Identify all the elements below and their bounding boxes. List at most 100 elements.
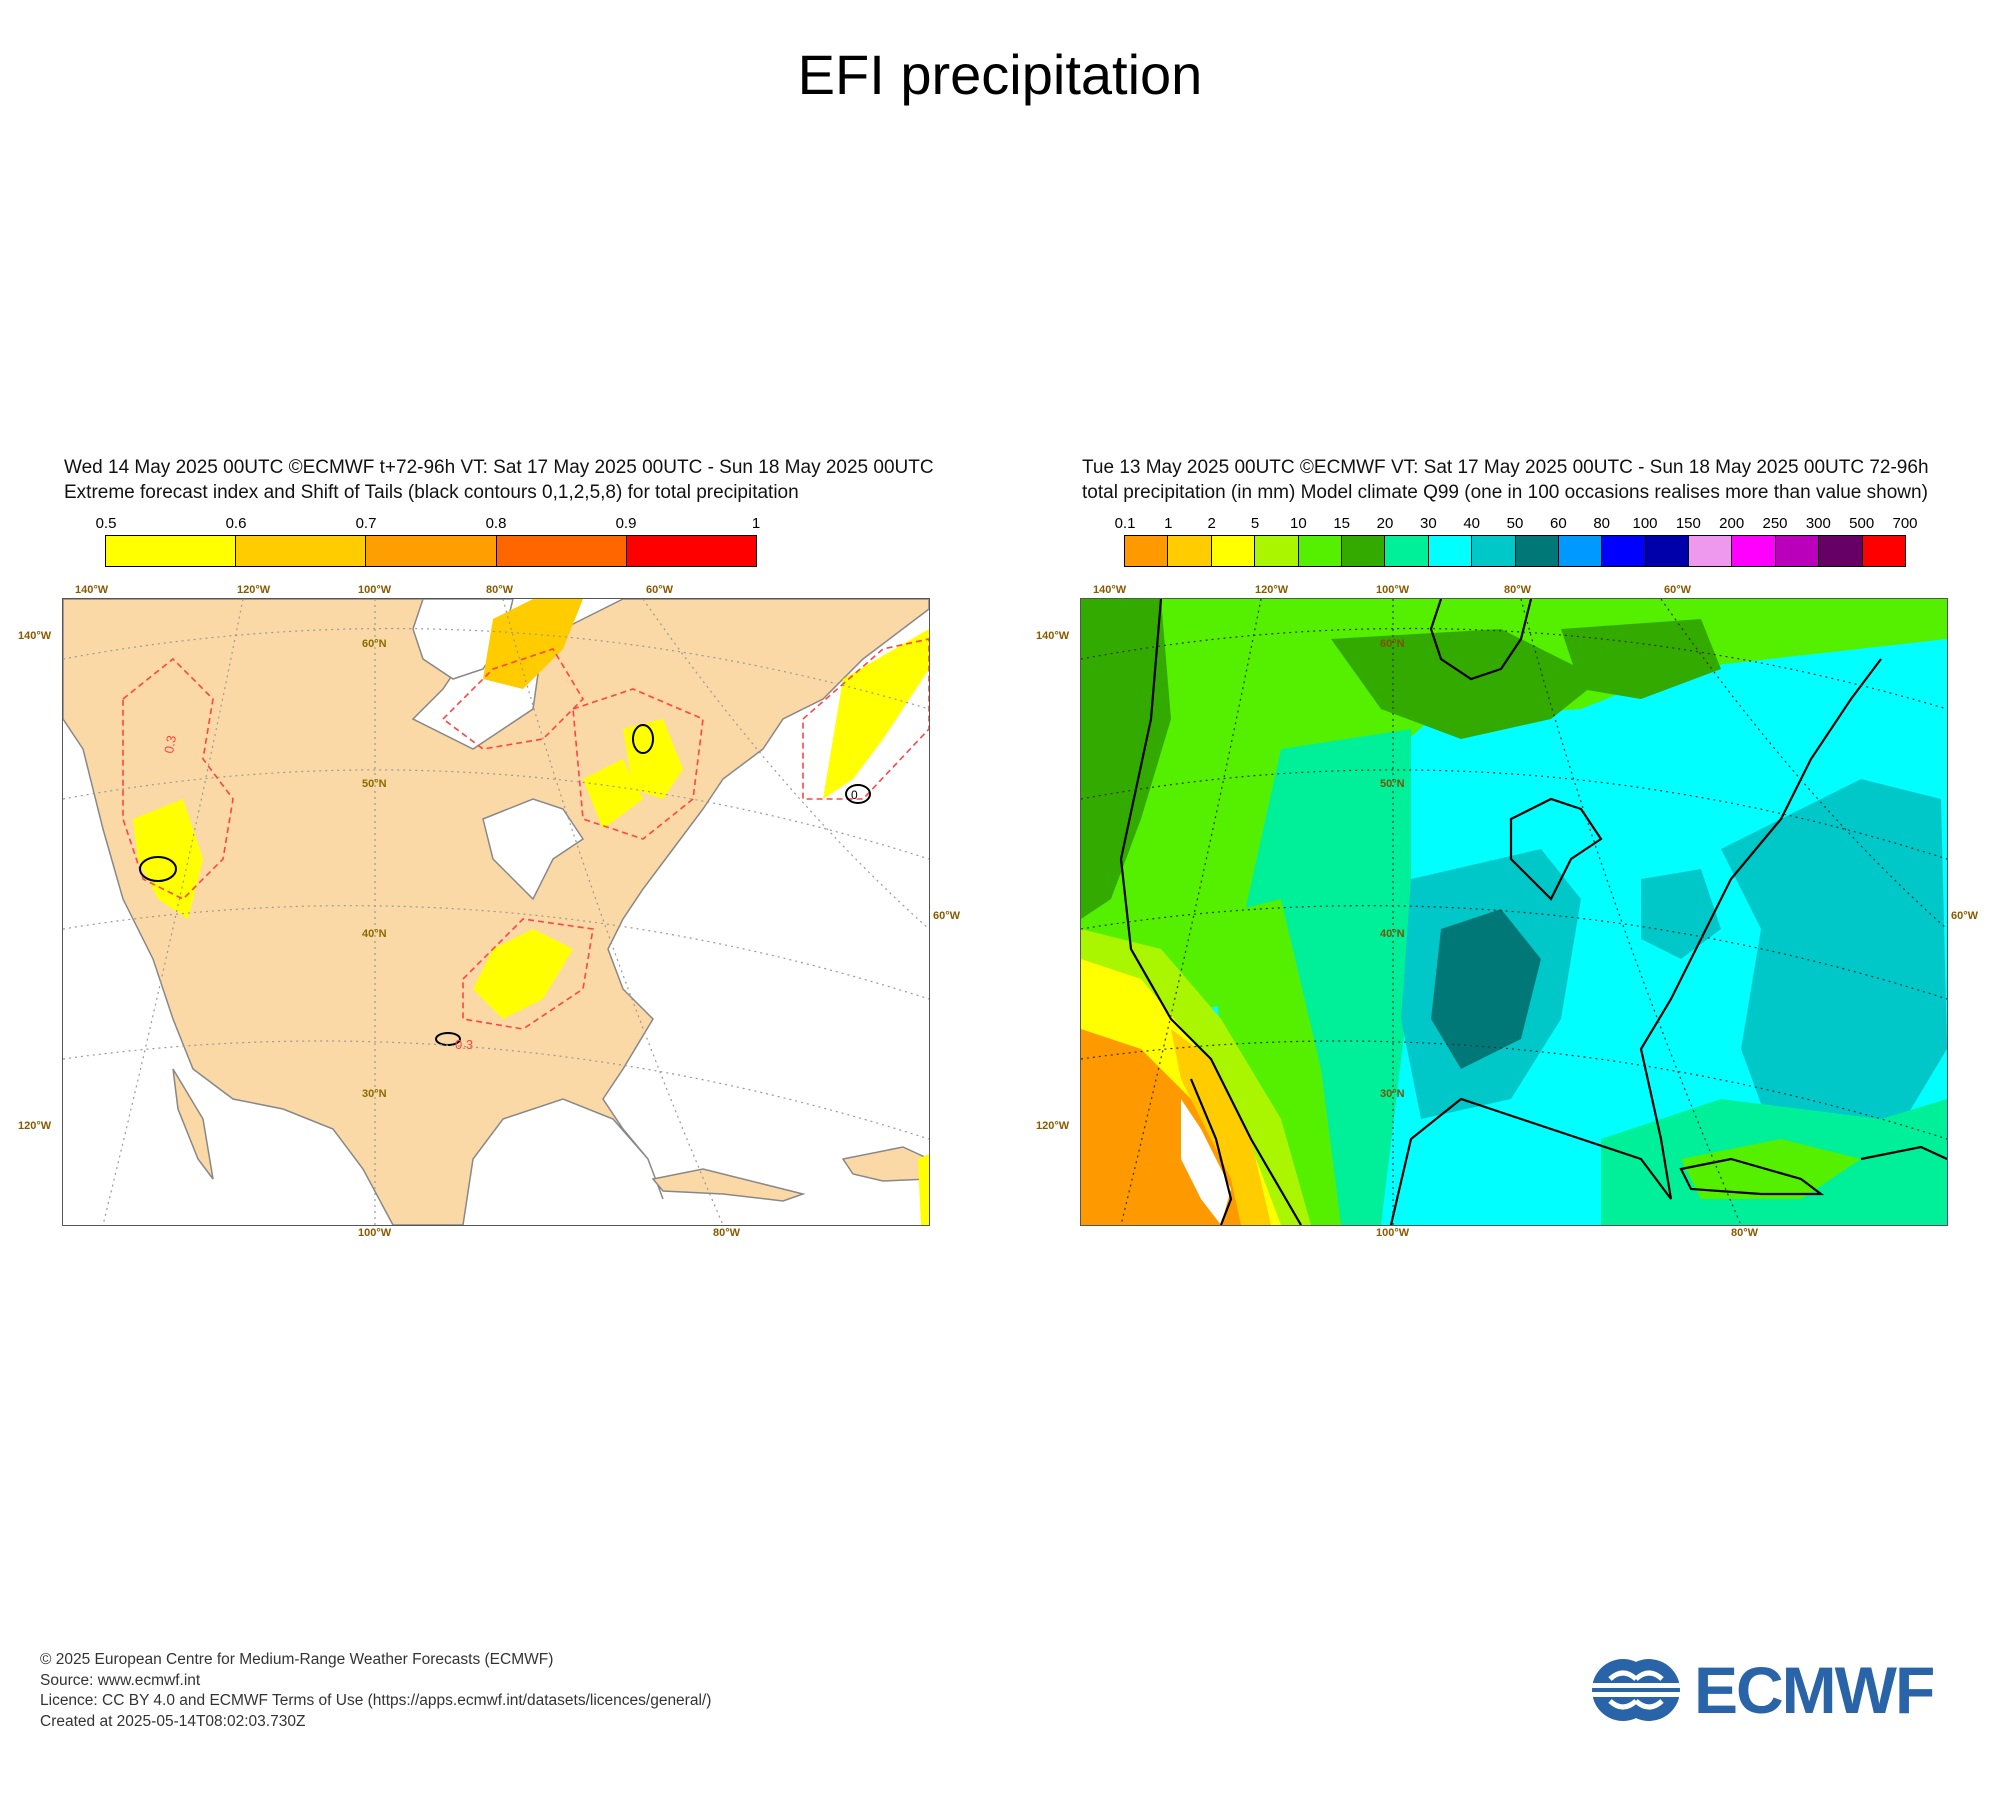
left-meridian-80 — [502, 599, 724, 1225]
right-panel-colorbar-label: 2 — [1207, 515, 1216, 532]
left-black-contour-1 — [139, 856, 177, 882]
left-contour-label-2: 0.3 — [455, 1037, 473, 1052]
left-side-60: 60°W — [933, 910, 961, 922]
right-map — [1080, 598, 1948, 1226]
right-lat-30: 30°N — [1380, 1088, 1405, 1100]
right-panel-colorbar-segment — [1255, 536, 1299, 566]
ecmwf-logo: ECMWF — [1590, 1655, 1965, 1725]
right-panel-colorbar-label: 200 — [1719, 515, 1745, 532]
left-panel-colorbar-segment — [106, 536, 237, 566]
left-contour-west — [122, 657, 234, 900]
right-panel-colorbar-label: 50 — [1506, 515, 1524, 532]
right-panel-colorbar-segment — [1689, 536, 1733, 566]
left-contour-east — [572, 688, 704, 840]
right-coast-hudson — [1429, 599, 1533, 681]
left-header-line1: Wed 14 May 2025 00UTC ©ECMWF t+72-96h VT… — [64, 457, 934, 478]
right-panel-colorbar-segment — [1645, 536, 1690, 566]
right-coast-cuba — [1679, 1157, 1825, 1196]
left-panel-colorbar-segment — [236, 536, 367, 566]
left-meridian-120 — [102, 599, 244, 1225]
right-meridian-80 — [1520, 599, 1742, 1225]
left-header-line2: Extreme forecast index and Shift of Tail… — [64, 482, 799, 503]
right-map-svg — [1081, 599, 1947, 1225]
right-band-darkteal — [1431, 909, 1541, 1069]
left-efi-patch-east — [623, 719, 683, 799]
right-panel-colorbar-label: 100 — [1632, 515, 1658, 532]
right-coast-great-lakes — [1509, 797, 1603, 901]
right-panel-colorbar-segment — [1558, 536, 1603, 566]
right-band-green-caribbean — [1681, 1139, 1861, 1199]
right-panel-colorbar-segment — [1168, 536, 1212, 566]
left-panel-colorbar-label: 0.6 — [225, 515, 247, 532]
right-lon-top-120: 120°W — [1255, 584, 1289, 596]
right-panel-colorbar-label: 0.1 — [1114, 515, 1136, 532]
footer-source: Source: www.ecmwf.int — [40, 1671, 201, 1689]
right-band-darkgreen-northwest — [1081, 599, 1171, 919]
left-side-140: 140°W — [18, 630, 52, 642]
left-lon-top-120: 120°W — [237, 584, 271, 596]
right-parallel-30 — [1081, 1040, 1947, 1140]
left-lon-top-100: 100°W — [358, 584, 392, 596]
right-panel-colorbar-label: 30 — [1419, 515, 1437, 532]
left-baja — [172, 1068, 214, 1180]
right-lon-bottom-80: 80°W — [1731, 1227, 1759, 1239]
left-parallel-50 — [63, 769, 929, 860]
left-black-contour-4 — [632, 724, 654, 754]
right-coast-baja — [1189, 1078, 1233, 1225]
left-panel-colorbar-label: 0.9 — [615, 515, 637, 532]
left-contour-canada — [441, 648, 585, 750]
right-panel-colorbar-segment — [1298, 536, 1342, 566]
left-panel-colorbar-label: 1 — [751, 515, 761, 532]
left-panel-header: Wed 14 May 2025 00UTC ©ECMWF t+72-96h VT… — [64, 455, 934, 505]
right-side-140: 140°W — [1036, 630, 1070, 642]
ecmwf-logo-text: ECMWF — [1694, 1653, 1935, 1727]
left-hispaniola — [841, 1146, 929, 1182]
left-great-lakes — [482, 798, 585, 901]
right-parallel-50 — [1081, 769, 1947, 860]
left-lat-30: 30°N — [362, 1088, 387, 1100]
footer: © 2025 European Centre for Medium-Range … — [40, 1650, 711, 1732]
left-cuba — [651, 1168, 806, 1202]
right-panel-colorbar-segment — [1125, 536, 1169, 566]
right-panel-colorbar-label: 150 — [1675, 515, 1701, 532]
left-black-contours — [139, 724, 871, 1046]
left-lat-50: 50°N — [362, 778, 387, 790]
right-panel-colorbar-label: 250 — [1762, 515, 1788, 532]
left-lon-bottom-100: 100°W — [358, 1227, 392, 1239]
right-panel-colorbar-label: 40 — [1463, 515, 1480, 532]
right-panel-colorbar-segment — [1862, 536, 1906, 566]
left-contours — [122, 638, 929, 1030]
right-coast-hispaniola — [1860, 1145, 1947, 1161]
left-parallel-30 — [63, 1040, 929, 1140]
right-parallel-40 — [1081, 905, 1947, 1000]
right-lon-top-80: 80°W — [1504, 584, 1532, 596]
right-band-teal-patch — [1641, 869, 1721, 959]
right-panel-colorbar-label: 500 — [1849, 515, 1875, 532]
left-contour-label-1: 0.3 — [161, 734, 179, 754]
right-lon-top-60: 60°W — [1664, 584, 1692, 596]
right-side-120: 120°W — [1036, 1120, 1070, 1132]
right-meridian-120 — [1120, 599, 1262, 1225]
right-colorbar — [1124, 535, 1906, 567]
ecmwf-logo-icon — [1590, 1659, 1682, 1721]
right-panel-colorbar-segment — [1819, 536, 1863, 566]
footer-copyright: © 2025 European Centre for Medium-Range … — [40, 1651, 554, 1668]
right-band-green-west — [1201, 899, 1341, 1225]
right-lon-top-100: 100°W — [1376, 584, 1410, 596]
left-efi-patch-atlantic-south — [918, 1154, 929, 1225]
right-panel-colorbar-segment — [1341, 536, 1386, 566]
right-panel-colorbar-label: 700 — [1892, 515, 1918, 532]
left-efi-patch-atlantic — [823, 629, 929, 799]
right-side-60: 60°W — [1951, 910, 1979, 922]
right-header-line2: total precipitation (in mm) Model climat… — [1082, 482, 1928, 503]
left-lat-40: 40°N — [362, 928, 387, 940]
left-meridian-60 — [642, 599, 929, 930]
left-lat-60: 60°N — [362, 638, 387, 650]
right-panel-colorbar-segment — [1385, 536, 1429, 566]
right-lat-40: 40°N — [1380, 928, 1405, 940]
left-panel-colorbar-segment — [366, 536, 497, 566]
left-colorbar — [105, 535, 757, 567]
right-parallel-60 — [1081, 627, 1947, 710]
right-coastlines — [1119, 599, 1947, 1225]
right-panel-colorbar-label: 80 — [1593, 515, 1610, 532]
